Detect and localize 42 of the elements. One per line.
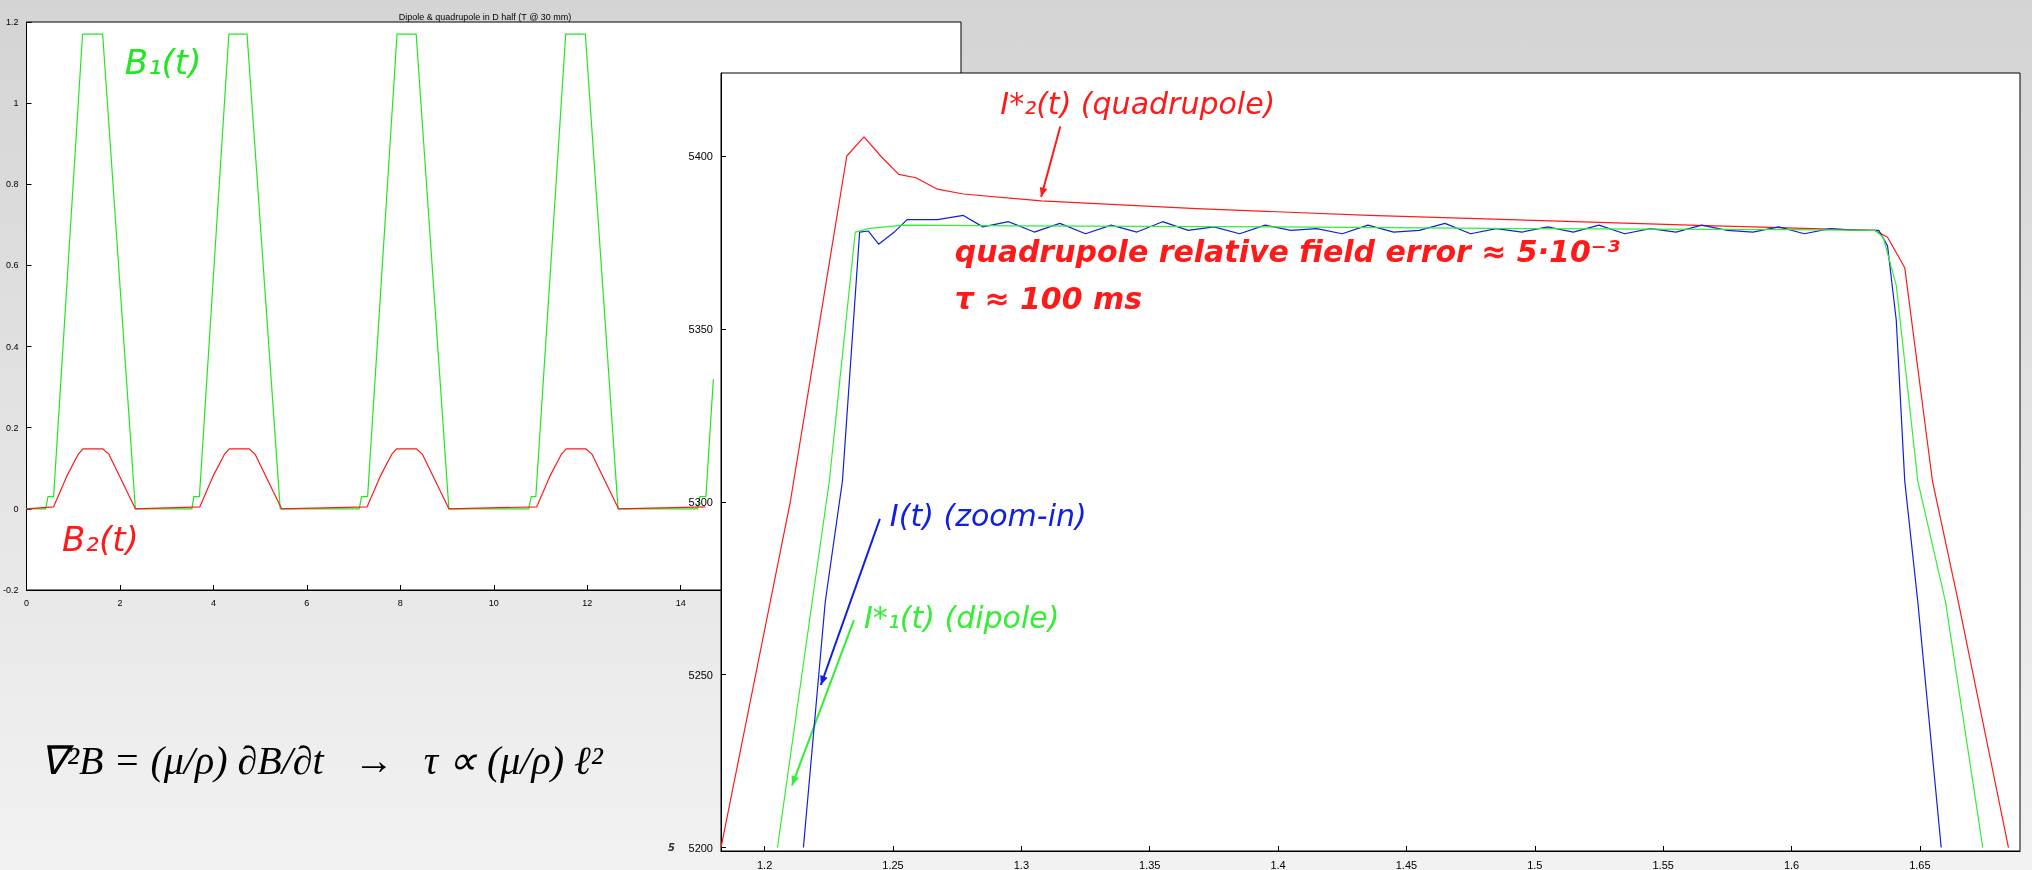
y-tick-label: 1: [13, 98, 19, 109]
series-label: I*₁(t) (dipole): [863, 599, 1060, 635]
x-tick-label: 1.4: [1270, 858, 1286, 870]
annotation: τ ≈ 100 ms: [954, 280, 1143, 316]
x-tick-label: 8: [397, 597, 403, 608]
line-series: [25, 33, 714, 510]
x-tick-label: 1.5: [1527, 858, 1543, 870]
x-tick-label: 1.2: [756, 858, 773, 870]
x-tick-label: 0: [24, 597, 30, 608]
x-tick-label: 10: [488, 597, 499, 608]
x-tick-label: 1.6: [1783, 858, 1800, 870]
x-tick-label: 14: [675, 597, 686, 608]
x-tick-label: 6: [304, 597, 310, 608]
series-label: B₂(t): [62, 518, 139, 559]
y-tick-label: 5400: [688, 149, 713, 162]
y-tick-label: 5200: [688, 841, 713, 854]
x-tick-label: 1.45: [1395, 858, 1418, 870]
line-series: [720, 136, 2010, 849]
x-tick-label: 1.25: [882, 858, 904, 870]
x-tick-label: 1.55: [1652, 858, 1674, 870]
y-tick-label: 0.6: [5, 260, 19, 271]
x-tick-label: 2: [117, 597, 123, 608]
x-tick-label: 1.3: [1013, 858, 1030, 870]
x-tick-label: 4: [210, 597, 216, 608]
y-tick-label: 0: [13, 503, 19, 514]
x-tick-label: 1.65: [1909, 858, 1931, 870]
text: I*₂(t) (quadrupole): [1000, 86, 1276, 122]
series-label: B₁(t): [124, 41, 202, 82]
y-tick-label: 0.4: [5, 341, 19, 352]
annotation: quadrupole relative field error ≈ 5·10⁻³: [954, 233, 1620, 269]
y-tick-label: -0.2: [2, 585, 19, 595]
x-tick-label: 12: [582, 597, 593, 608]
text: ∇²B = (μ/ρ) ∂B/∂t → τ ∝ (μ/ρ) ℓ²: [40, 737, 604, 783]
x-tick-label: 1.35: [1139, 858, 1161, 870]
series-label: I(t) (zoom-in): [889, 498, 1087, 534]
text: 5: [668, 841, 675, 853]
y-tick-label: 5250: [688, 668, 713, 681]
y-tick-label: 1.2: [5, 17, 19, 27]
y-tick-label: 5350: [688, 322, 713, 335]
y-tick-label: 0.2: [5, 422, 19, 433]
y-tick-label: 0.8: [5, 179, 19, 190]
chart-title: Dipole & quadrupole in D half (T @ 30 mm): [398, 11, 572, 22]
